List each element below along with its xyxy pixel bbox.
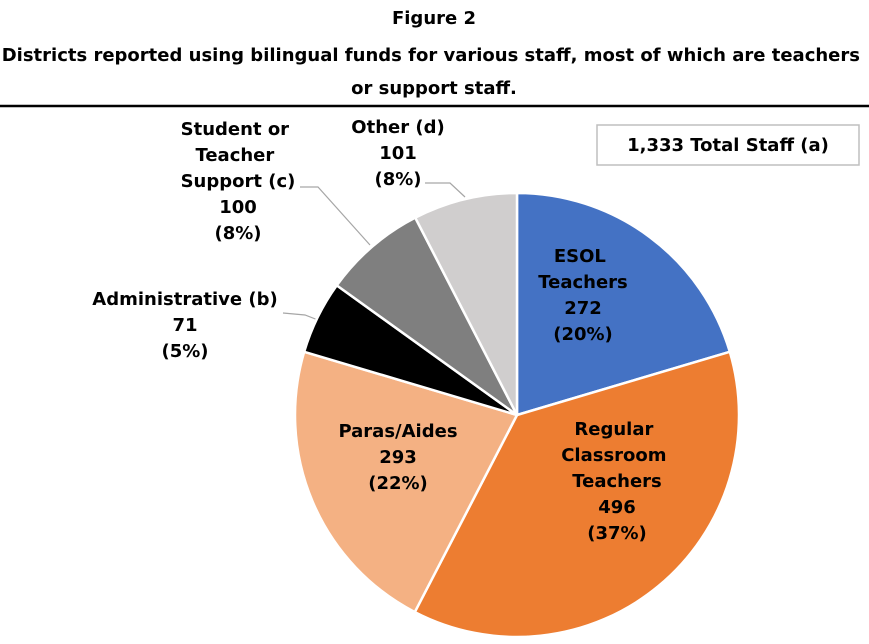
slice-label-line: ESOL <box>554 246 612 267</box>
slice-percent: (8%) <box>374 169 421 190</box>
pie-slice <box>413 191 519 416</box>
pie-slice <box>293 350 519 614</box>
slice-label-line: Teachers <box>572 471 662 492</box>
chart-subtitle-line: or support staff. <box>351 78 517 99</box>
slice-value: 71 <box>172 315 197 336</box>
slice-label-line: Paras/Aides <box>338 421 457 442</box>
chart-subtitle-line: Districts reported using bilingual funds… <box>2 45 867 66</box>
slice-value: 293 <box>379 447 417 468</box>
slice-label-line: Other (d) <box>351 117 444 138</box>
annotation: 1,333 Total Staff (a) <box>627 135 829 156</box>
slice-label-line: Support (c) <box>181 171 296 192</box>
slice-label-line: Student or <box>181 119 296 140</box>
slice-label-line: Regular <box>574 419 659 440</box>
slice-percent: (8%) <box>214 223 261 244</box>
slice-value: 100 <box>219 197 257 218</box>
slice-label: Regular Classroom Teachers <box>561 419 673 492</box>
slice-label: Paras/Aides <box>338 421 457 442</box>
slice-label-line: Classroom <box>561 445 673 466</box>
leader-line <box>425 182 466 198</box>
slice-label-line: Administrative (b) <box>92 289 277 310</box>
chart-title: Figure 2 <box>392 8 476 29</box>
slice-percent: (20%) <box>553 324 613 345</box>
pie-slice <box>515 191 732 417</box>
slice-label: Administrative (b) <box>92 289 277 310</box>
pie-slice <box>413 350 741 639</box>
slice-label-line: Teachers <box>538 272 628 293</box>
annotation-box <box>596 124 860 166</box>
leader-line <box>282 312 319 321</box>
slice-label: ESOL Teachers <box>538 246 628 293</box>
slice-value: 272 <box>564 298 602 319</box>
slice-label-line: Teacher <box>195 145 280 166</box>
slice-value: 101 <box>379 143 417 164</box>
slice-value: 496 <box>598 497 636 518</box>
slice-percent: (5%) <box>161 341 208 362</box>
slice-percent: (22%) <box>368 473 428 494</box>
slice-percent: (37%) <box>587 523 647 544</box>
chart-subtitle: Districts reported using bilingual funds… <box>2 45 867 99</box>
slice-label: Other (d) <box>351 117 444 138</box>
leader-line <box>300 186 371 246</box>
pie-slice <box>335 216 519 417</box>
slice-label: Student or Teacher Support (c) <box>181 119 296 192</box>
